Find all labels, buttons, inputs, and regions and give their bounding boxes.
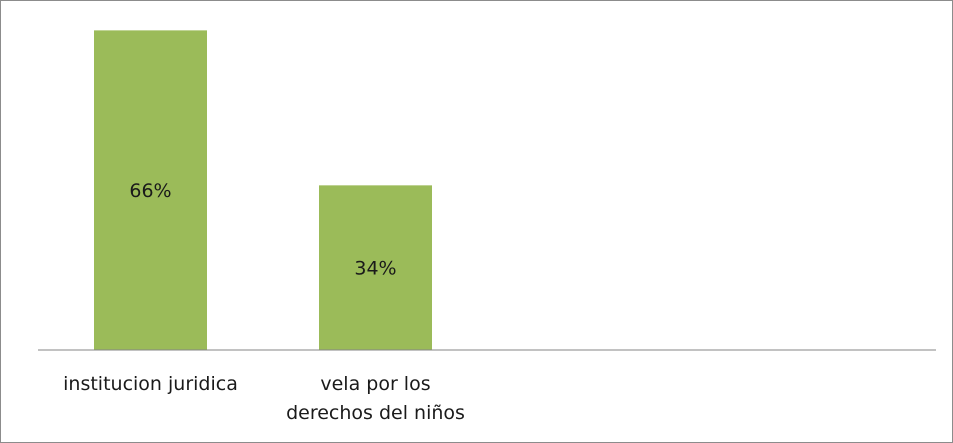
category-label-1: institucion juridica bbox=[63, 373, 238, 395]
bars-layer bbox=[94, 30, 432, 350]
data-label-1: 66% bbox=[129, 180, 171, 202]
data-label-2: 34% bbox=[354, 258, 396, 280]
category-label-2-line-1: vela por los bbox=[320, 373, 430, 395]
labels-layer: 66% institucion juridica 34% vela por los de… bbox=[63, 180, 465, 424]
category-label-2-line-2: derechos del niños bbox=[286, 402, 465, 424]
bar-2 bbox=[319, 185, 432, 350]
bar-1 bbox=[94, 30, 207, 350]
